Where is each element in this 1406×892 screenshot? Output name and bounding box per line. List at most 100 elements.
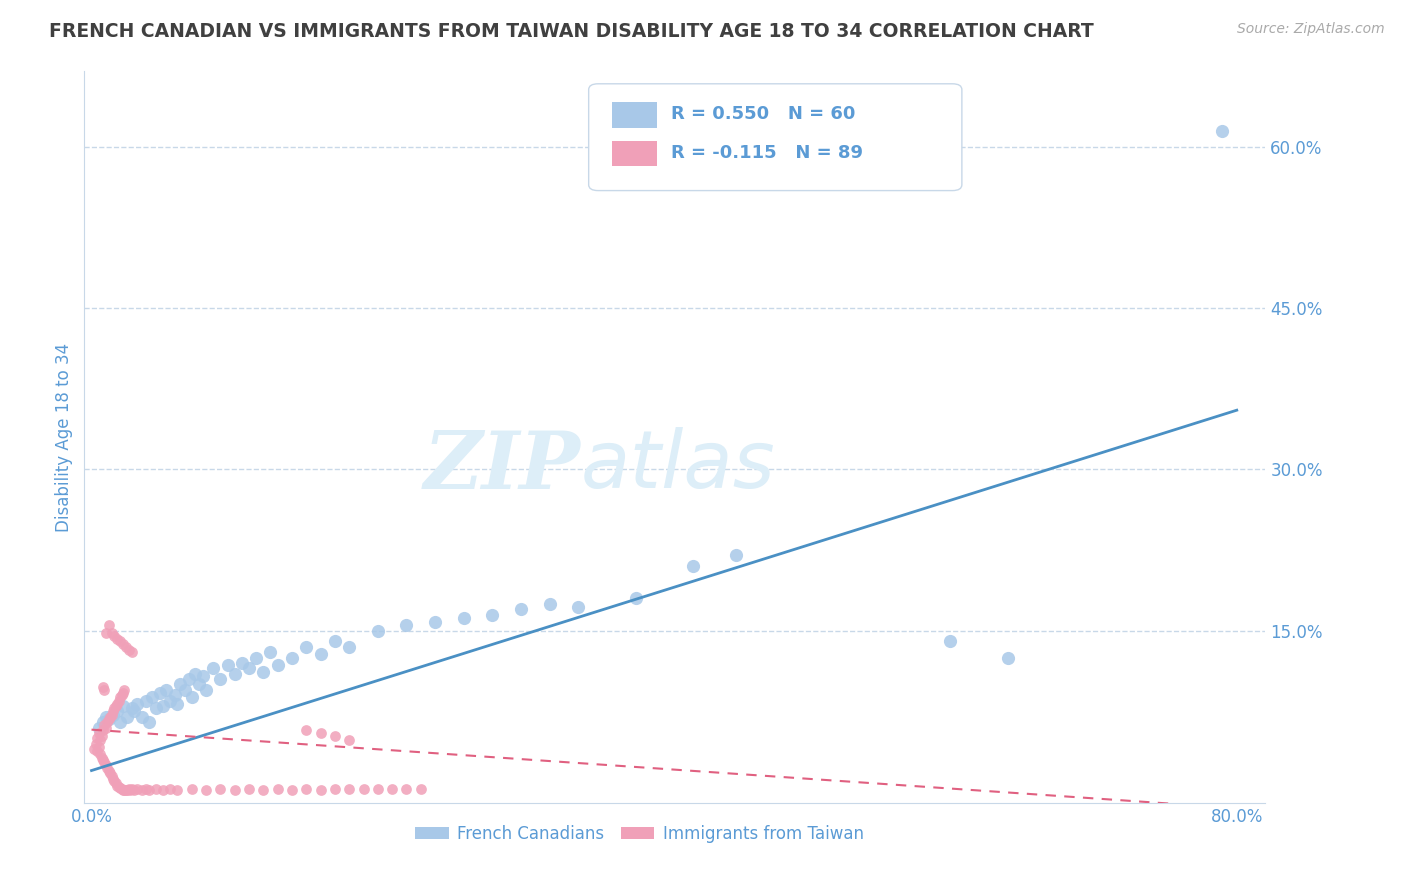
Point	[159, 693, 181, 707]
Point	[117, 710, 139, 724]
Text: R = -0.115   N = 89: R = -0.115 N = 89	[671, 144, 863, 161]
Point	[163, 688, 186, 702]
Point	[118, 781, 141, 796]
Point	[118, 643, 141, 657]
Point	[209, 672, 232, 686]
Point	[124, 705, 146, 719]
Point	[96, 761, 118, 775]
Point	[238, 781, 260, 796]
Point	[91, 715, 114, 730]
Point	[94, 710, 117, 724]
Point	[224, 783, 246, 797]
Point	[100, 707, 122, 722]
Point	[111, 698, 134, 713]
Point	[939, 634, 962, 648]
Point	[624, 591, 647, 606]
Point	[538, 597, 561, 611]
Point	[105, 697, 128, 711]
Point	[98, 765, 121, 780]
Point	[124, 783, 146, 797]
Point	[108, 780, 131, 795]
Point	[115, 640, 138, 654]
Point	[395, 618, 418, 632]
Point	[103, 774, 125, 789]
Point	[682, 559, 704, 574]
Point	[111, 783, 134, 797]
Point	[281, 650, 304, 665]
Point	[281, 783, 304, 797]
Point	[105, 779, 128, 793]
Point	[94, 758, 117, 772]
Point	[87, 726, 110, 740]
Point	[724, 549, 747, 563]
Point	[93, 718, 115, 732]
Point	[323, 781, 346, 796]
Point	[381, 781, 404, 796]
Point	[323, 729, 346, 743]
Point	[83, 742, 105, 756]
Point	[323, 634, 346, 648]
Point	[145, 781, 167, 796]
Point	[105, 632, 128, 647]
Point	[159, 781, 181, 796]
Point	[997, 650, 1019, 665]
Point	[166, 783, 188, 797]
Point	[89, 747, 111, 762]
Point	[97, 712, 120, 726]
Point	[195, 682, 218, 697]
Point	[193, 669, 215, 683]
Point	[94, 721, 117, 735]
Point	[266, 781, 288, 796]
Point	[110, 688, 132, 702]
Point	[93, 755, 115, 769]
Point	[245, 650, 267, 665]
Point	[111, 686, 134, 700]
Point	[180, 781, 202, 796]
Point	[138, 783, 160, 797]
Text: Source: ZipAtlas.com: Source: ZipAtlas.com	[1237, 22, 1385, 37]
Point	[252, 783, 274, 797]
Point	[138, 715, 160, 730]
Point	[87, 739, 110, 754]
Point	[149, 686, 172, 700]
Point	[166, 697, 188, 711]
Point	[510, 602, 533, 616]
Point	[121, 701, 143, 715]
Point	[89, 733, 111, 747]
Point	[91, 753, 114, 767]
Point	[93, 682, 115, 697]
Point	[1211, 123, 1233, 137]
Point	[155, 682, 177, 697]
Point	[266, 658, 288, 673]
Point	[114, 682, 136, 697]
Point	[295, 781, 318, 796]
Point	[202, 661, 225, 675]
Point	[121, 645, 143, 659]
Point	[100, 625, 122, 640]
Point	[177, 672, 200, 686]
Point	[90, 729, 112, 743]
Point	[103, 629, 125, 643]
Bar	[612, 141, 657, 167]
Point	[259, 645, 281, 659]
Point	[108, 690, 131, 705]
Point	[395, 781, 418, 796]
Point	[353, 781, 375, 796]
Point	[105, 705, 128, 719]
Point	[91, 680, 114, 694]
Point	[87, 721, 110, 735]
Point	[337, 781, 360, 796]
Point	[110, 781, 132, 796]
Point	[86, 731, 108, 746]
Point	[91, 723, 114, 737]
Point	[107, 780, 129, 794]
Point	[567, 600, 589, 615]
Point	[367, 624, 389, 638]
Y-axis label: Disability Age 18 to 34: Disability Age 18 to 34	[55, 343, 73, 532]
Point	[84, 737, 107, 751]
Point	[409, 781, 432, 796]
Point	[195, 783, 218, 797]
Point	[152, 783, 174, 797]
Point	[224, 666, 246, 681]
Point	[453, 611, 475, 625]
